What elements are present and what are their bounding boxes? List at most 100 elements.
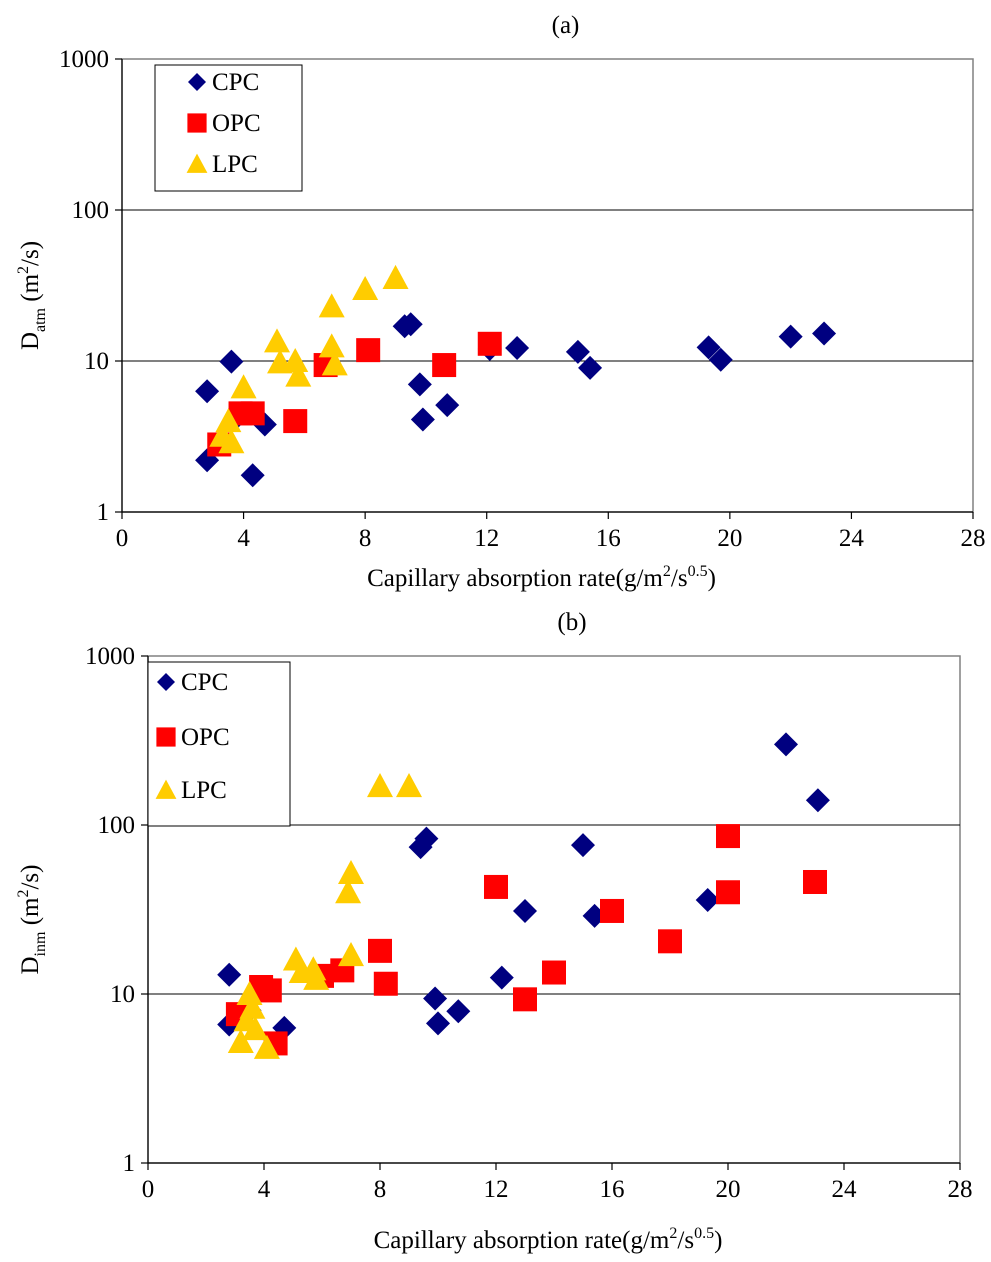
data-point <box>513 898 537 923</box>
data-point <box>240 463 265 488</box>
data-point <box>239 994 266 1019</box>
y-axis-label: Datm (m2/s) <box>15 241 49 350</box>
x-label-sup: 2 <box>669 1225 677 1242</box>
data-point <box>382 264 409 289</box>
data-point <box>219 349 244 374</box>
data-point <box>253 1034 280 1059</box>
x-tick-label: 4 <box>258 1176 271 1203</box>
data-point <box>257 978 282 1003</box>
y-label-text: D <box>17 332 44 350</box>
data-point <box>218 429 245 454</box>
legend-box <box>154 64 303 192</box>
data-point <box>812 321 837 346</box>
x-tick-label: 28 <box>961 525 986 552</box>
legend-label-cpc: CPC <box>212 69 259 96</box>
x-label-text: ) <box>714 1227 722 1254</box>
x-tick-label: 12 <box>474 525 499 552</box>
legend-marker-opc <box>156 727 176 747</box>
legend-marker-opc <box>187 113 207 133</box>
data-point <box>600 898 624 923</box>
data-point <box>410 407 435 432</box>
data-point <box>264 328 291 353</box>
series-lpc <box>227 773 422 1059</box>
y-label-sub: inm <box>32 931 49 956</box>
y-label-sup: 2 <box>15 266 32 274</box>
data-point <box>407 372 432 397</box>
chart-title: (b) <box>557 609 586 636</box>
x-tick-label: 16 <box>596 525 621 552</box>
data-point <box>240 401 265 426</box>
data-point <box>708 347 733 372</box>
data-point <box>195 379 220 404</box>
y-tick-label: 10 <box>110 981 135 1008</box>
series-cpc <box>195 312 837 488</box>
data-point <box>352 275 379 301</box>
x-axis-label: Capillary absorption rate(g/m2/s0.5) <box>374 1225 723 1254</box>
data-point <box>335 879 362 904</box>
legend-marker-lpc <box>155 779 177 799</box>
x-tick-label: 16 <box>600 1176 625 1203</box>
y-tick-label: 100 <box>98 812 136 839</box>
x-tick-label: 0 <box>142 1176 155 1203</box>
data-point <box>318 333 345 358</box>
legend-label-lpc: LPC <box>181 777 227 804</box>
data-point <box>423 986 448 1011</box>
x-tick-label: 24 <box>832 1176 858 1203</box>
x-tick-label: 20 <box>717 525 742 552</box>
legend: CPC OPC LPC <box>147 661 291 827</box>
legend-label-lpc: LPC <box>212 151 258 178</box>
x-label-sup: 2 <box>663 563 671 580</box>
x-tick-label: 24 <box>839 525 865 552</box>
legend-marker-cpc <box>157 673 175 691</box>
legend-label-opc: OPC <box>181 724 230 751</box>
x-label-sup: 0.5 <box>694 1225 714 1242</box>
data-point <box>236 981 263 1006</box>
data-point <box>426 1011 450 1036</box>
data-point <box>695 887 720 912</box>
x-tick-label: 0 <box>116 525 129 552</box>
x-label-text: /s <box>671 565 688 592</box>
y-label-text: (m <box>17 273 44 308</box>
data-point <box>513 987 537 1012</box>
data-point <box>217 962 242 987</box>
data-point <box>505 335 530 360</box>
data-point <box>578 355 603 380</box>
data-point <box>565 339 590 364</box>
x-tick-label: 20 <box>716 1176 741 1203</box>
data-point <box>338 859 364 885</box>
data-point <box>242 1016 269 1041</box>
data-point <box>283 409 308 434</box>
y-label-text: D <box>17 956 44 974</box>
x-tick-label: 12 <box>484 1176 509 1203</box>
y-label-sub: atm <box>32 307 49 332</box>
data-point <box>414 826 439 851</box>
x-axis-label: Capillary absorption rate(g/m2/s0.5) <box>367 563 716 592</box>
data-point <box>435 393 460 418</box>
data-point <box>805 788 830 813</box>
legend-label-cpc: CPC <box>181 669 228 696</box>
y-label-text: /s) <box>17 865 44 890</box>
chart-a: (a) 1 10 100 1000 0 4 8 12 16 20 24 28 Capillary abso… <box>15 12 986 592</box>
data-point <box>658 929 682 954</box>
data-point <box>432 353 457 378</box>
data-point <box>716 824 740 849</box>
x-label-text: Capillary absorption rate(g/m <box>367 565 663 592</box>
data-point <box>778 324 803 349</box>
chart-b: (b) 1 10 100 1000 0 4 8 12 16 20 24 28 Capillary abso… <box>15 609 973 1254</box>
data-point <box>230 374 257 399</box>
data-point <box>716 880 740 905</box>
data-point <box>227 1028 254 1054</box>
y-label-text: (m <box>17 897 44 932</box>
data-point <box>489 965 514 990</box>
y-tick-label: 100 <box>72 197 110 224</box>
data-point <box>368 938 392 963</box>
data-point <box>367 773 393 798</box>
x-tick-label: 8 <box>374 1176 387 1203</box>
data-point <box>542 960 566 985</box>
data-point <box>396 773 422 798</box>
data-point <box>803 869 827 894</box>
legend-marker-lpc <box>186 153 208 173</box>
x-tick-label: 28 <box>948 1176 973 1203</box>
data-point <box>338 942 364 967</box>
